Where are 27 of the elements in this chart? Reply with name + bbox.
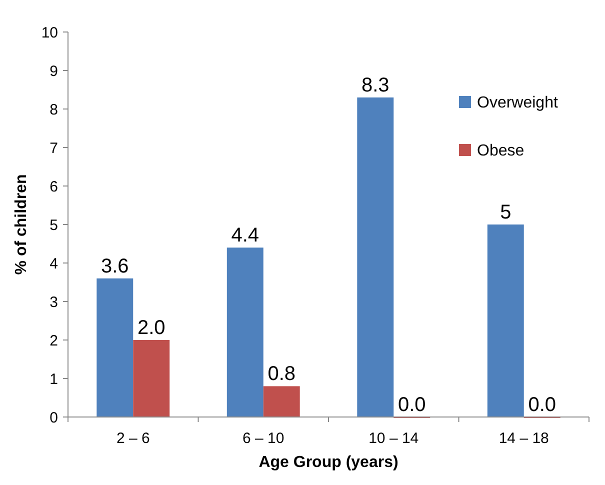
data-label: 2.0: [137, 317, 166, 339]
x-tick-label: 14 – 18: [498, 430, 549, 447]
data-label: 0.0: [528, 394, 556, 416]
data-label: 5: [500, 202, 512, 224]
data-label: 0.0: [398, 394, 426, 416]
y-tick-label: 0: [50, 409, 58, 426]
y-tick-label: 10: [41, 24, 58, 42]
y-tick-label: 3: [50, 294, 58, 311]
x-tick-label: 2 – 6: [116, 430, 150, 447]
data-label: 3.6: [100, 255, 129, 278]
y-tick-label: 8: [50, 101, 58, 118]
y-tick-label: 4: [50, 255, 58, 272]
y-tick-label: 1: [50, 370, 58, 388]
y-tick-label: 5: [50, 216, 58, 234]
y-tick-label: 2: [50, 332, 58, 350]
x-tick-label: 10 – 14: [368, 430, 419, 447]
y-tick-label: 7: [50, 140, 58, 157]
y-tick-label: 9: [50, 62, 58, 80]
y-axis-title: % of children: [13, 174, 30, 275]
x-axis-title: Age Group (years): [258, 454, 398, 471]
data-label: 0.8: [268, 363, 296, 386]
legend-label: Overweight: [477, 94, 558, 112]
data-label: 8.3: [361, 74, 390, 96]
data-label: 4.4: [231, 224, 260, 247]
y-tick-label: 6: [50, 178, 58, 196]
x-tick-label: 6 – 10: [242, 430, 284, 447]
legend-label: Obese: [477, 142, 524, 160]
